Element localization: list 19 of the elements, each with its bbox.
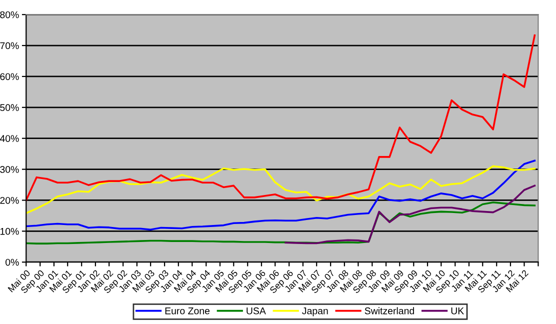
y-tick-label: 0% — [6, 258, 19, 266]
y-tick-label: 10% — [0, 228, 19, 235]
line-series — [26, 165, 536, 214]
legend-label: USA — [246, 307, 266, 314]
line-series — [26, 34, 536, 202]
legend-label: Switzerland — [364, 307, 414, 314]
y-tick-label: 50% — [0, 104, 19, 112]
legend-label: Japan — [302, 308, 328, 316]
y-tick-label: 70% — [0, 42, 19, 50]
y-tick-label: 80% — [0, 11, 19, 18]
y-tick-label: 60% — [0, 73, 19, 80]
y-tick-label: 40% — [0, 135, 19, 142]
y-tick-label: 30% — [0, 166, 19, 173]
line-series — [284, 184, 536, 244]
legend-label: Euro Zone — [165, 308, 210, 314]
y-tick-label: 20% — [0, 196, 19, 204]
line-series — [26, 160, 536, 231]
legend-label: UK — [451, 308, 464, 314]
line-series — [26, 201, 536, 244]
